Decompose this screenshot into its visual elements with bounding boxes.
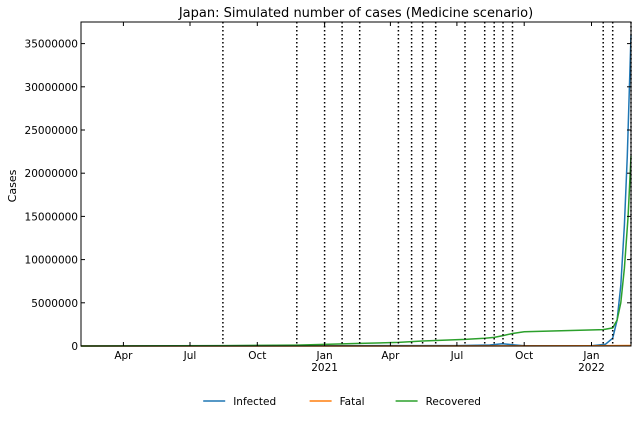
legend: Infected Fatal Recovered (203, 396, 481, 408)
plot-frame (80, 21, 632, 347)
legend-label-fatal: Fatal (340, 396, 365, 408)
y-tick-label: 30000000 (25, 82, 78, 94)
x-tick-year-label: 2022 (578, 362, 605, 374)
legend-label-recovered: Recovered (426, 396, 481, 408)
x-tick-label: Jul (183, 350, 197, 362)
y-axis-label: Cases (6, 169, 19, 202)
y-tick-label: 35000000 (25, 39, 78, 51)
x-tick-label: Oct (515, 350, 533, 362)
chart-title: Japan: Simulated number of cases (Medici… (178, 6, 533, 21)
y-tick-label: 15000000 (25, 211, 78, 223)
x-tick-label: Oct (248, 350, 266, 362)
legend-label-infected: Infected (233, 396, 276, 408)
series-line-recovered (80, 155, 632, 347)
x-tick-year-label: 2021 (311, 362, 338, 374)
y-tick-label: 25000000 (25, 125, 78, 137)
plot-area: 0 5000000 10000000 15000000 20000000 25000000… (25, 21, 632, 374)
y-tick-label: 0 (71, 341, 78, 353)
x-tick-label: Apr (114, 350, 133, 362)
x-tick-label: Apr (381, 350, 400, 362)
y-tick-label: 20000000 (25, 168, 78, 180)
y-tick-label: 10000000 (25, 255, 78, 267)
x-tick-label: Jan (582, 350, 599, 362)
x-tick-label: Jan (316, 350, 333, 362)
series-line-infected (80, 34, 632, 347)
x-tick-label: Jul (450, 350, 464, 362)
y-tick-label: 5000000 (31, 298, 78, 310)
